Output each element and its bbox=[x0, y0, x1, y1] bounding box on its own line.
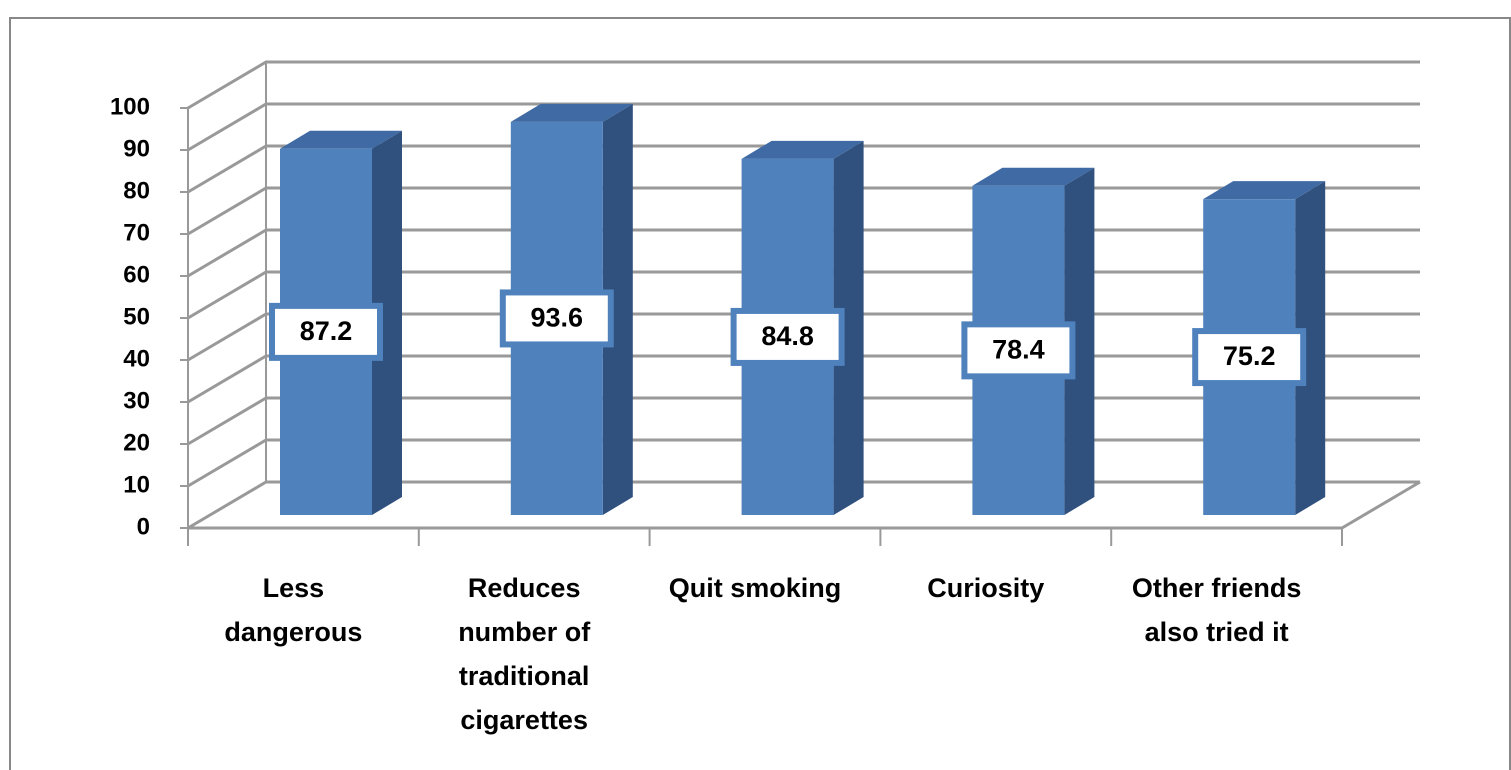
grid-line bbox=[187, 102, 1420, 152]
y-tick-label: 80 bbox=[123, 177, 150, 204]
x-tick-label: Reduces number of traditional cigarettes bbox=[458, 573, 591, 735]
grid-line bbox=[187, 144, 1420, 194]
bar-side bbox=[602, 103, 633, 515]
value-label-box bbox=[730, 307, 845, 366]
x-tick-label: Less dangerous bbox=[224, 573, 363, 647]
bar-top bbox=[280, 130, 402, 149]
x-tick-label: Curiosity bbox=[927, 573, 1045, 603]
y-tick-label: 60 bbox=[123, 261, 150, 288]
bar-top bbox=[1203, 181, 1326, 200]
chart-frame bbox=[9, 17, 1511, 770]
value-label-box bbox=[1192, 328, 1307, 387]
bar-top bbox=[510, 103, 633, 122]
y-tick-label: 100 bbox=[110, 93, 150, 120]
value-label: 84.8 bbox=[761, 321, 814, 351]
x-tick-label: Quit smoking bbox=[668, 573, 842, 603]
y-tick-label: 40 bbox=[123, 345, 150, 372]
y-tick-label: 50 bbox=[123, 303, 150, 330]
y-tick-label: 30 bbox=[123, 387, 150, 414]
value-label: 93.6 bbox=[531, 303, 584, 333]
value-label-box bbox=[961, 321, 1076, 380]
y-tick-label: 70 bbox=[123, 219, 150, 246]
y-tick-label: 90 bbox=[123, 135, 150, 162]
y-tick-label: 10 bbox=[123, 471, 150, 498]
value-label: 78.4 bbox=[992, 334, 1045, 364]
x-tick-label: Other friends also tried it bbox=[1131, 573, 1302, 647]
value-label-box bbox=[499, 289, 614, 348]
bar-top bbox=[741, 140, 864, 159]
bar-side bbox=[1064, 167, 1095, 515]
y-tick-label: 20 bbox=[123, 429, 150, 456]
bar-side bbox=[833, 140, 864, 515]
bar-side bbox=[372, 130, 402, 515]
bar-side bbox=[1295, 181, 1326, 515]
value-label: 75.2 bbox=[1223, 341, 1276, 371]
value-label: 87.2 bbox=[300, 316, 353, 346]
y-tick-label: 0 bbox=[137, 513, 150, 540]
bar-top bbox=[972, 167, 1095, 186]
grid-line bbox=[187, 60, 1420, 110]
floor-right bbox=[1341, 480, 1421, 530]
value-label-box bbox=[269, 302, 383, 361]
